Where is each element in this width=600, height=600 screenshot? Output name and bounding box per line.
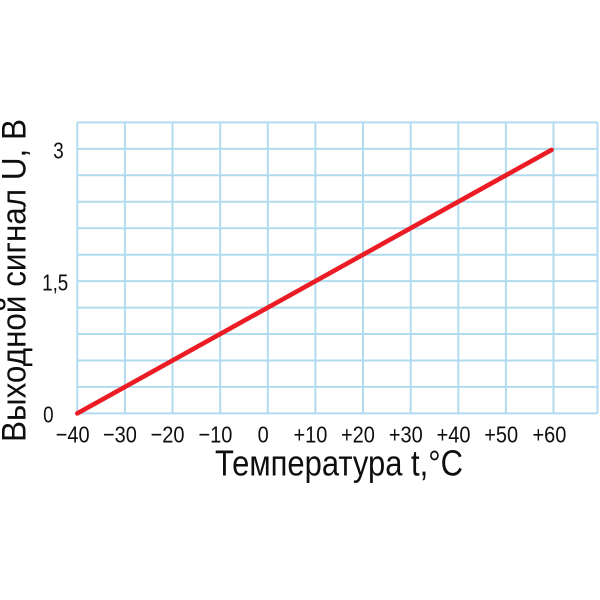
svg-text:+20: +20	[341, 421, 375, 448]
svg-text:3: 3	[53, 137, 63, 164]
svg-text:−10: −10	[198, 421, 232, 448]
svg-text:−20: −20	[151, 421, 185, 448]
svg-text:−40: −40	[56, 421, 90, 448]
svg-text:+40: +40	[437, 421, 471, 448]
svg-text:+30: +30	[389, 421, 423, 448]
svg-text:0: 0	[43, 402, 53, 429]
svg-text:−30: −30	[103, 421, 137, 448]
svg-text:0: 0	[258, 421, 269, 448]
svg-text:+10: +10	[293, 421, 327, 448]
svg-text:+50: +50	[484, 421, 518, 448]
svg-text:+60: +60	[532, 421, 566, 448]
svg-text:1,5: 1,5	[42, 269, 68, 296]
svg-text:Выходной сигнал U, В: Выходной сигнал U, В	[0, 119, 33, 442]
svg-text:Температура t,°C: Температура t,°C	[215, 444, 463, 484]
